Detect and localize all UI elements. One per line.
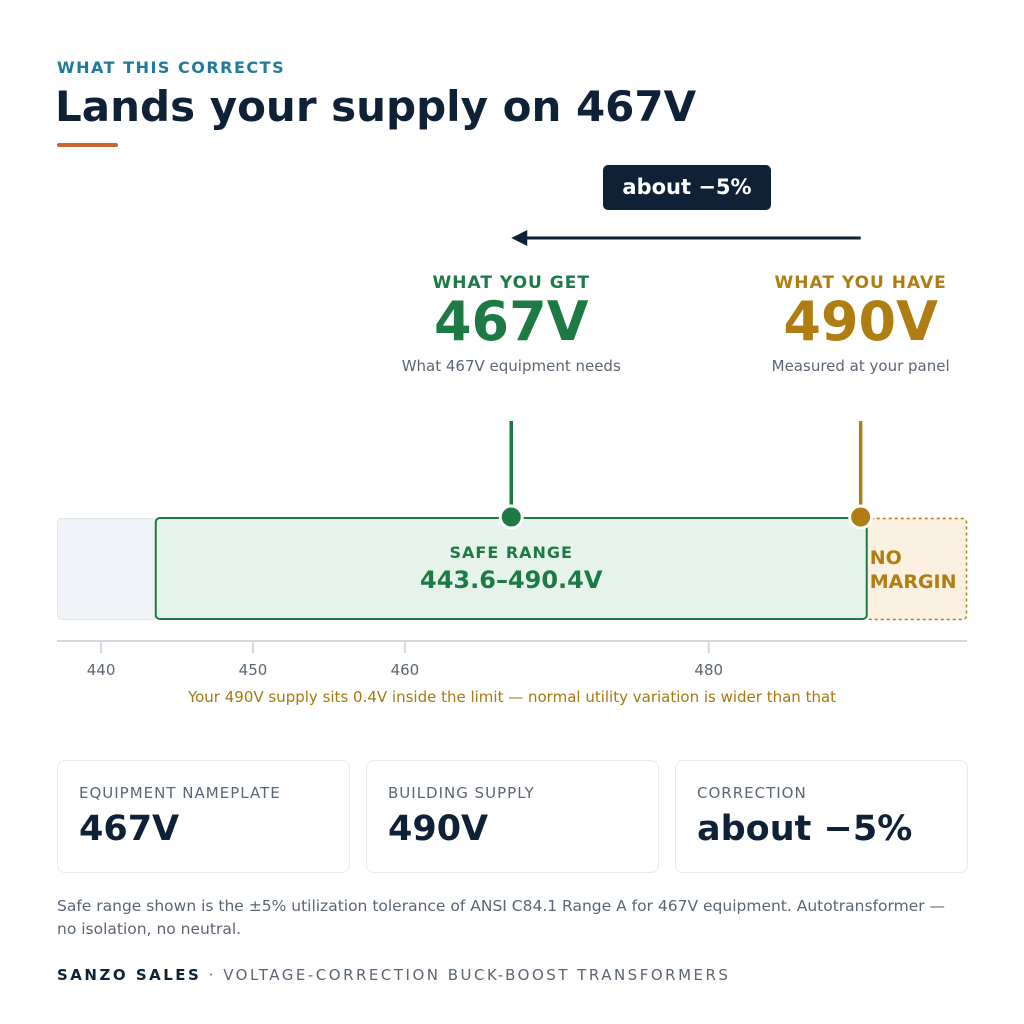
tick-label: 480	[694, 661, 723, 679]
target-value: 467V	[433, 290, 589, 353]
card-value: about −5%	[697, 809, 913, 849]
target-caption: WHAT YOU GET	[432, 273, 590, 293]
card-value: 490V	[388, 809, 489, 849]
safe-range-label: SAFE RANGE	[449, 543, 573, 562]
shift-arrowhead	[511, 230, 528, 246]
card: BUILDING SUPPLY 490V	[366, 760, 659, 873]
brand: SANZO SALES	[57, 966, 202, 984]
tick-label: 450	[239, 661, 268, 679]
accent-rule	[57, 143, 118, 147]
card-label: CORRECTION	[697, 784, 807, 802]
card-value: 467V	[79, 809, 180, 849]
scale-note: Your 490V supply sits 0.4V inside the li…	[187, 688, 837, 706]
no-margin-zone	[865, 517, 968, 621]
footer: SANZO SALES · VOLTAGE-CORRECTION BUCK-BO…	[57, 966, 730, 984]
eyebrow: WHAT THIS CORRECTS	[57, 58, 286, 77]
current-caption: WHAT YOU HAVE	[774, 273, 947, 293]
safe-range-value: 443.6–490.4V	[420, 566, 603, 594]
current-value: 490V	[783, 290, 938, 353]
scale: SAFE RANGE 443.6–490.4V NO MARGIN 440 450 460 4…	[57, 230, 968, 679]
tagline: VOLTAGE-CORRECTION BUCK-BOOST TRANSFORME…	[223, 966, 731, 984]
below-range	[57, 518, 157, 620]
marker-dot	[498, 504, 524, 530]
card: CORRECTION about −5%	[675, 760, 968, 873]
current-note: Measured at your panel	[771, 357, 950, 375]
tick-label: 440	[87, 661, 116, 679]
card: EQUIPMENT NAMEPLATE 467V	[57, 760, 350, 873]
card-label: EQUIPMENT NAMEPLATE	[79, 784, 281, 802]
target-note: What 467V equipment needs	[401, 357, 621, 375]
card-label: BUILDING SUPPLY	[388, 784, 535, 802]
marker-dot	[848, 504, 874, 530]
separator: ·	[208, 966, 216, 984]
footnote: Safe range shown is the ±5% utilization …	[57, 897, 946, 938]
no-margin-label: NO MARGIN	[870, 547, 957, 593]
shift-label: about −5%	[603, 165, 771, 210]
title: Lands your supply on 467V	[55, 82, 697, 131]
tick-label: 460	[391, 661, 420, 679]
